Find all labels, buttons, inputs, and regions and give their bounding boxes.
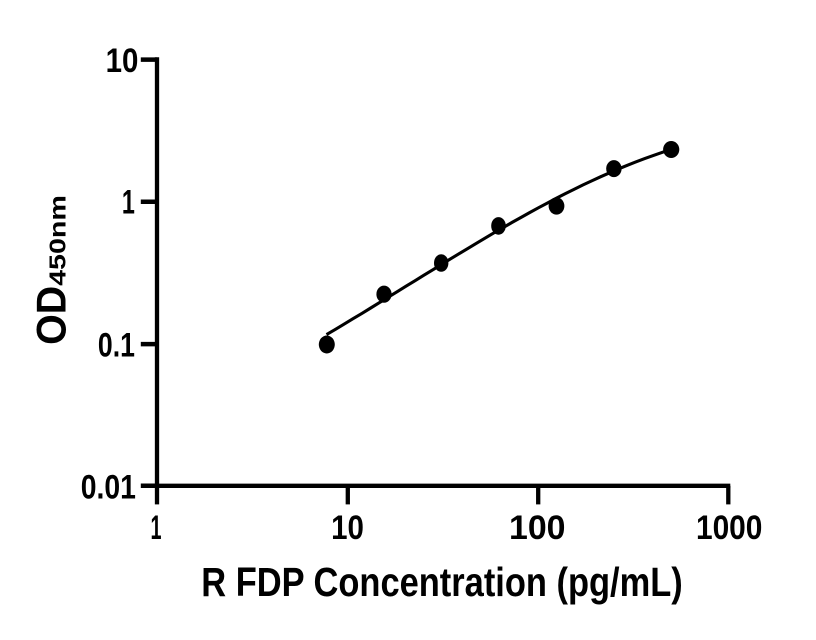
svg-text:10: 10 (106, 42, 139, 80)
svg-text:0.01: 0.01 (81, 469, 136, 507)
svg-text:OD450nm: OD450nm (27, 195, 74, 345)
svg-text:0.1: 0.1 (98, 327, 135, 365)
svg-text:1000: 1000 (696, 509, 763, 547)
svg-text:R FDP Concentration (pg/mL): R FDP Concentration (pg/mL) (201, 559, 683, 605)
svg-text:1: 1 (151, 509, 162, 547)
svg-text:10: 10 (331, 509, 364, 547)
svg-text:100: 100 (509, 509, 566, 547)
svg-text:1: 1 (122, 184, 135, 222)
